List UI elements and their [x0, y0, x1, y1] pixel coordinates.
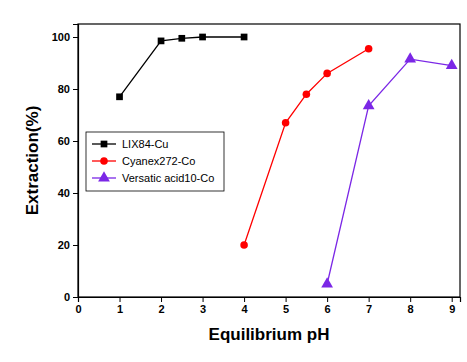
y-axis: 0 20 40 60 80 100: [52, 25, 79, 304]
series-marker: [158, 38, 165, 45]
x-tick: 9: [449, 297, 455, 315]
x-tick-label: 2: [158, 303, 164, 315]
legend-label: LIX84-Cu: [122, 138, 168, 150]
y-tick: 20: [58, 239, 78, 251]
x-tick-mark: [369, 297, 370, 302]
series-marker: [116, 93, 123, 100]
y-tick: 80: [58, 83, 78, 95]
x-tick-label: 1: [117, 303, 123, 315]
x-axis-title: Equilibrium pH: [209, 325, 330, 344]
series-marker: [404, 52, 416, 62]
y-tick-label: 100: [52, 31, 70, 43]
x-tick-mark: [327, 297, 328, 302]
series-marker: [321, 277, 333, 287]
series-marker: [303, 90, 311, 98]
x-tick: 4: [242, 297, 249, 315]
data-area: [116, 34, 457, 288]
x-tick-mark: [452, 297, 453, 302]
x-tick: 1: [117, 297, 123, 315]
x-tick-mark: [244, 297, 245, 302]
y-tick: 100: [52, 31, 78, 43]
x-tick-label: 0: [75, 303, 81, 315]
x-axis: 0 1 2 3 4 5 6 7 8 9: [75, 297, 460, 315]
x-tick-label: 3: [200, 303, 206, 315]
legend-box: [86, 132, 224, 191]
x-tick: 8: [408, 297, 414, 315]
y-axis-title: Extraction(%): [23, 106, 42, 216]
x-tick-label: 9: [449, 303, 455, 315]
x-tick-label: 6: [325, 303, 331, 315]
y-tick-label: 40: [58, 187, 70, 199]
x-tick-label: 8: [408, 303, 414, 315]
x-tick-label: 7: [366, 303, 372, 315]
series-line: [244, 49, 369, 245]
series-marker: [365, 45, 373, 53]
legend-marker: [98, 171, 110, 181]
chart: 0 1 2 3 4 5 6 7 8 9 0 20 40 60 80 100 LIX84-Cu Cyanex272-…: [0, 0, 467, 362]
x-tick-label: 5: [283, 303, 289, 315]
x-tick-label: 4: [242, 303, 249, 315]
y-tick-mark: [73, 89, 78, 90]
y-tick-label: 80: [58, 83, 70, 95]
x-tick-mark: [161, 297, 162, 302]
x-tick-mark: [120, 297, 121, 302]
x-tick-mark: [410, 297, 411, 302]
y-tick-label: 20: [58, 239, 70, 251]
y-tick-label: 60: [58, 135, 70, 147]
series-marker: [240, 241, 248, 249]
series-marker: [282, 119, 290, 127]
x-tick: 3: [200, 297, 206, 315]
y-tick: 0: [64, 291, 78, 303]
y-tick-mark: [73, 141, 78, 142]
x-tick: 0: [75, 297, 81, 315]
y-tick-label: 0: [64, 291, 70, 303]
legend-marker: [100, 157, 108, 165]
y-axis-line: [73, 25, 79, 298]
series-line: [327, 59, 452, 284]
y-tick-mark: [73, 297, 78, 298]
y-tick-mark: [73, 37, 78, 38]
series-marker: [178, 35, 185, 42]
series-marker: [323, 70, 331, 78]
series-line: [120, 37, 245, 97]
y-tick: 40: [58, 187, 78, 199]
y-tick-mark: [73, 245, 78, 246]
x-tick: 2: [158, 297, 164, 315]
legend-label: Cyanex272-Co: [122, 155, 195, 167]
series-marker: [446, 59, 458, 69]
series-marker: [199, 34, 206, 41]
x-tick: 7: [366, 297, 372, 315]
legend-label: Versatic acid10-Co: [122, 172, 214, 184]
x-axis-line: [79, 298, 461, 303]
legend-marker: [101, 141, 108, 148]
y-tick-mark: [73, 193, 78, 194]
series-marker: [363, 99, 375, 109]
plot-frame: [78, 24, 460, 297]
y-tick: 60: [58, 135, 78, 147]
x-tick: 6: [325, 297, 331, 315]
x-tick-mark: [286, 297, 287, 302]
x-tick: 5: [283, 297, 289, 315]
series-marker: [241, 34, 248, 41]
x-tick-mark: [203, 297, 204, 302]
plot: 0 1 2 3 4 5 6 7 8 9 0 20 40 60 80 100 LIX84-Cu Cyanex272-…: [52, 24, 461, 315]
legend: LIX84-Cu Cyanex272-Co Versatic acid10-Co: [86, 132, 224, 191]
